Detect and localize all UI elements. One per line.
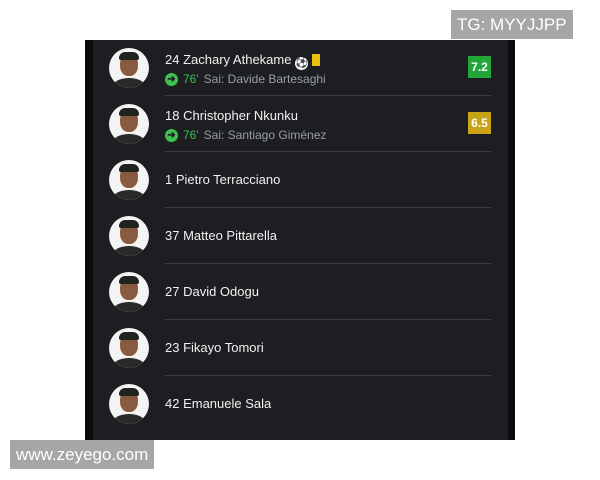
watermark-bottom: www.zeyego.com bbox=[10, 440, 155, 469]
player-avatar bbox=[109, 160, 149, 200]
player-avatar bbox=[109, 104, 149, 144]
substitution-info: ➜ 76' Sai: Davide Bartesaghi bbox=[165, 72, 326, 86]
divider bbox=[165, 319, 491, 320]
player-row[interactable]: 18 Christopher Nkunku ➜ 76' Sai: Santiago G… bbox=[93, 96, 508, 152]
yellow-card-icon bbox=[312, 54, 321, 66]
player-name: 37 Matteo Pittarella bbox=[165, 228, 277, 243]
player-avatar bbox=[109, 48, 149, 88]
player-row[interactable]: 1 Pietro Terracciano bbox=[93, 152, 508, 208]
player-row[interactable]: 42 Emanuele Sala bbox=[93, 376, 508, 432]
player-name-text: 23 Fikayo Tomori bbox=[165, 340, 264, 355]
sub-text: Sai: Davide Bartesaghi bbox=[203, 72, 326, 86]
divider bbox=[165, 375, 491, 376]
player-name-text: 27 David Odogu bbox=[165, 284, 259, 299]
divider bbox=[165, 207, 491, 208]
divider bbox=[165, 263, 491, 264]
player-row[interactable]: 27 David Odogu bbox=[93, 264, 508, 320]
sub-arrow-icon: ➜ bbox=[165, 72, 178, 86]
player-avatar bbox=[109, 216, 149, 256]
rating-badge: 7.2 bbox=[468, 56, 491, 78]
player-row[interactable]: 24 Zachary Athekame ⚽ ➜ 76' Sai: Davide Bart… bbox=[93, 40, 508, 96]
player-name-text: 1 Pietro Terracciano bbox=[165, 172, 281, 187]
sub-minute: 76' bbox=[183, 72, 199, 86]
player-row[interactable]: 23 Fikayo Tomori bbox=[93, 320, 508, 376]
player-list: 24 Zachary Athekame ⚽ ➜ 76' Sai: Davide Bart… bbox=[93, 40, 508, 440]
player-name: 1 Pietro Terracciano bbox=[165, 172, 280, 187]
divider bbox=[165, 151, 491, 152]
rating-badge: 6.5 bbox=[468, 112, 491, 134]
player-name-text: 42 Emanuele Sala bbox=[165, 396, 272, 411]
watermark-top: TG: MYYJJPP bbox=[451, 10, 573, 39]
player-name-text: 37 Matteo Pittarella bbox=[165, 228, 278, 243]
player-avatar bbox=[109, 272, 149, 312]
divider bbox=[165, 95, 491, 96]
player-name: 24 Zachary Athekame ⚽ bbox=[165, 52, 321, 70]
player-name-text: 18 Christopher Nkunku bbox=[165, 108, 298, 123]
sub-arrow-icon: ➜ bbox=[165, 128, 178, 142]
player-name: 27 David Odogu bbox=[165, 284, 259, 299]
lineup-panel: 24 Zachary Athekame ⚽ ➜ 76' Sai: Davide Bart… bbox=[85, 40, 515, 440]
sub-text: Sai: Santiago Giménez bbox=[203, 128, 327, 142]
player-name-text: 24 Zachary Athekame bbox=[165, 52, 292, 67]
goal-ball-icon: ⚽ bbox=[295, 57, 309, 70]
player-avatar bbox=[109, 384, 149, 424]
player-avatar bbox=[109, 328, 149, 368]
player-row[interactable]: 37 Matteo Pittarella bbox=[93, 208, 508, 264]
player-name: 23 Fikayo Tomori bbox=[165, 340, 264, 355]
sub-minute: 76' bbox=[183, 128, 199, 142]
player-name: 18 Christopher Nkunku bbox=[165, 108, 298, 123]
substitution-info: ➜ 76' Sai: Santiago Giménez bbox=[165, 128, 326, 142]
player-name: 42 Emanuele Sala bbox=[165, 396, 271, 411]
